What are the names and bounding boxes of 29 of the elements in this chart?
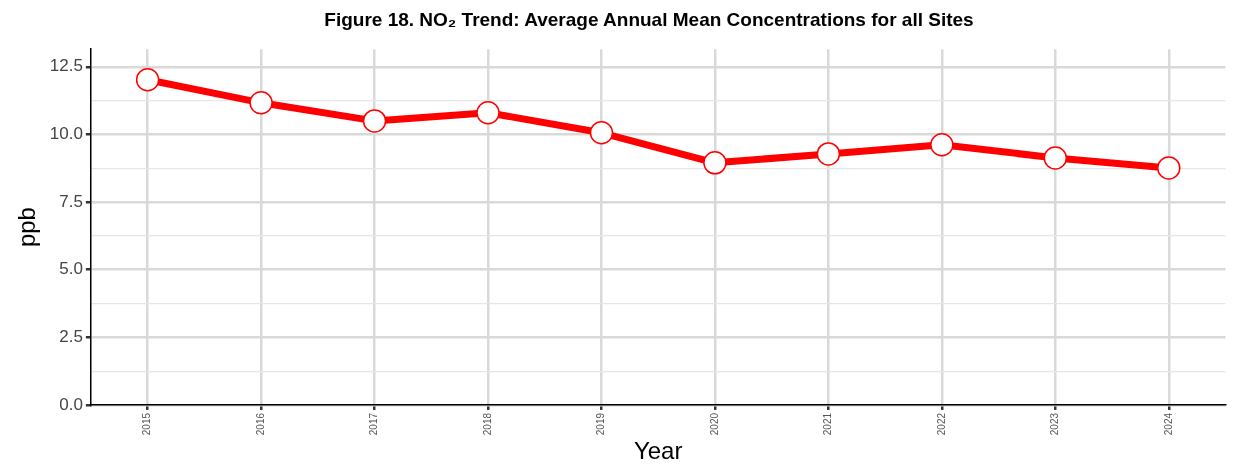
x-tick-label: 2015 xyxy=(141,412,153,436)
y-tick-label: 10.0 xyxy=(49,124,83,144)
point xyxy=(816,142,841,166)
x-tick-label: 2018 xyxy=(481,412,493,436)
y-tick-label: 7.5 xyxy=(59,191,83,211)
chart-title: Figure 18. NO₂ Trend: Average Annual Mean Concentrations for all Sites xyxy=(323,8,975,32)
x-tick-label: 2020 xyxy=(708,412,720,436)
point xyxy=(249,91,273,115)
point xyxy=(362,109,387,133)
point xyxy=(930,132,954,157)
y-tick-label: 0.0 xyxy=(59,394,83,414)
x-tick-label: 2022 xyxy=(935,412,947,436)
x-tick-label: 2019 xyxy=(595,412,607,436)
x-tick-label: 2023 xyxy=(1049,412,1061,436)
point xyxy=(589,121,614,145)
point xyxy=(1043,146,1068,170)
point xyxy=(703,151,727,175)
point xyxy=(476,101,500,125)
x-tick-label: 2016 xyxy=(254,412,266,436)
y-tick-label: 5.0 xyxy=(59,259,83,279)
x-axis-title: Year xyxy=(633,437,683,465)
y-tick-label: 2.5 xyxy=(59,327,83,347)
y-tick-label: 12.5 xyxy=(49,56,83,76)
x-tick-label: 2024 xyxy=(1162,412,1174,436)
point xyxy=(1157,156,1181,180)
point xyxy=(135,68,160,92)
y-axis-title: ppb xyxy=(13,207,41,248)
x-tick-label: 2021 xyxy=(822,412,834,436)
x-tick-label: 2017 xyxy=(368,412,380,436)
